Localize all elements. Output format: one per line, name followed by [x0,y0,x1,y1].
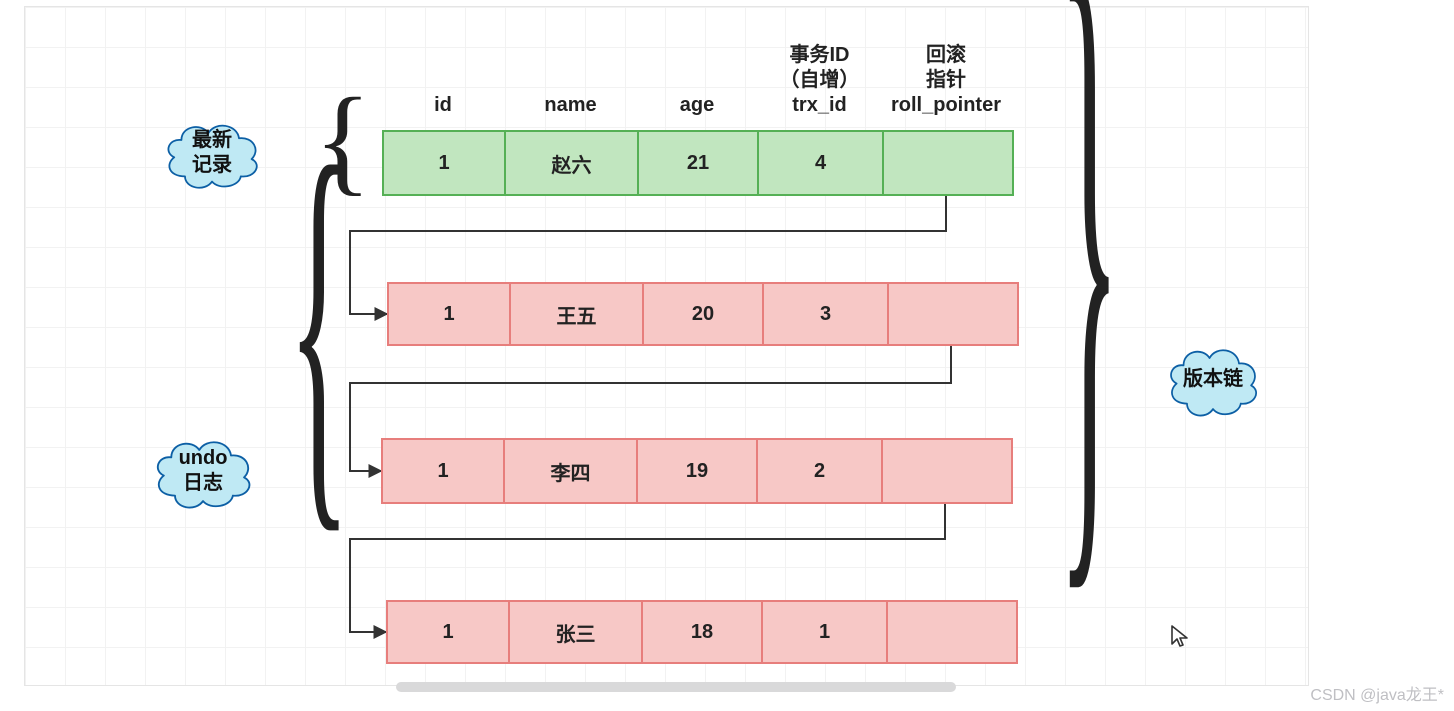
cell-age: 19 [638,440,758,502]
cell-trx_id: 4 [759,132,884,194]
cell-roll_pointer [889,284,1017,344]
hscrollbar [396,682,956,692]
undo-row: 1张三181 [386,600,1018,664]
cell-trx_id: 2 [758,440,883,502]
cell-name: 赵六 [506,132,639,194]
cell-roll_pointer [883,440,1011,502]
col-header-age: age [680,93,714,118]
cell-age: 21 [639,132,759,194]
cell-id: 1 [388,602,510,662]
col-header-id: id [434,93,452,118]
cell-roll_pointer [884,132,1012,194]
cell-id: 1 [384,132,506,194]
cell-age: 20 [644,284,764,344]
col-header-name: name [544,93,596,118]
undo-row: 1李四192 [381,438,1013,504]
cell-trx_id: 3 [764,284,889,344]
cell-roll_pointer [888,602,1016,662]
latest-record-row: 1赵六214 [382,130,1014,196]
cloud-undo-log: undo 日志 [147,430,259,512]
cell-name: 张三 [510,602,643,662]
cell-trx_id: 1 [763,602,888,662]
col-header-roll_pointer: 回滚 指针 roll_pointer [891,43,1001,118]
cell-name: 王五 [511,284,644,344]
col-header-trx_id: 事务ID （自增） trx_id [780,43,860,118]
cell-id: 1 [383,440,505,502]
mouse-cursor-icon [1170,624,1190,648]
watermark: CSDN @java龙王* [1310,681,1444,705]
cell-age: 18 [643,602,763,662]
cell-id: 1 [389,284,511,344]
cell-name: 李四 [505,440,638,502]
brace-version: } [1058,0,1120,613]
cloud-version-chain: 版本链 [1161,338,1265,420]
brace-undo: { [288,104,350,546]
undo-row: 1王五203 [387,282,1019,346]
cloud-latest-record: 最新 记录 [158,114,266,192]
